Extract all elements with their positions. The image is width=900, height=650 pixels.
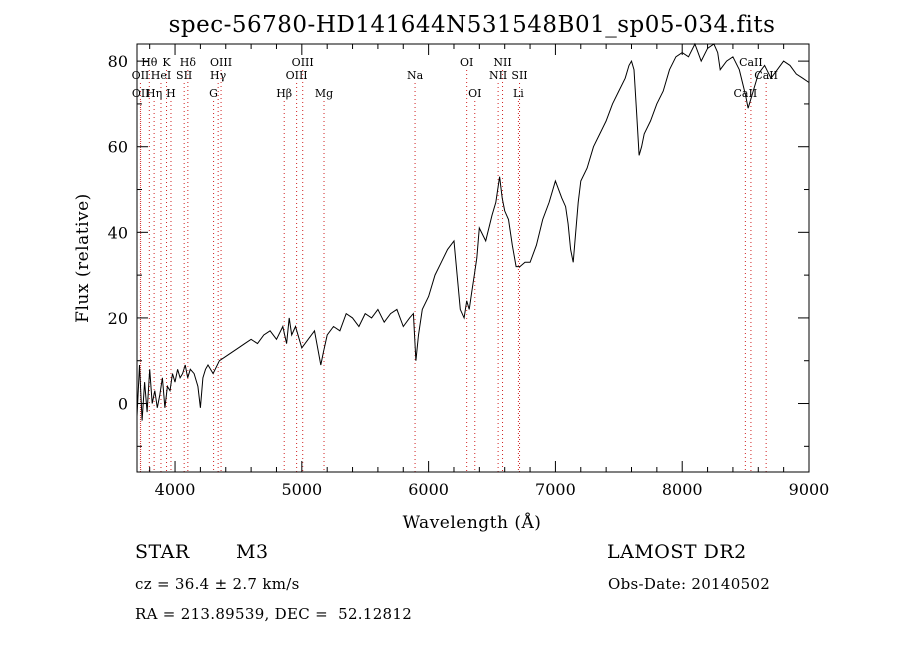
- marker-label: SII: [511, 69, 527, 82]
- y-tick-label: 0: [118, 395, 128, 414]
- marker-label: OII: [132, 87, 150, 100]
- x-tick-label: 7000: [535, 480, 576, 499]
- marker-label: H: [166, 87, 176, 100]
- obs-date-text: Obs-Date: 20140502: [608, 575, 771, 593]
- marker-label: NII: [493, 56, 511, 69]
- y-tick-label: 60: [108, 138, 128, 157]
- marker-label: HeI: [151, 69, 171, 82]
- marker-label: Hθ: [141, 56, 158, 69]
- marker-label: OII: [132, 69, 150, 82]
- marker-label: OIII: [286, 69, 308, 82]
- marker-label: Hη: [146, 87, 162, 100]
- x-tick-label: 5000: [281, 480, 322, 499]
- object-class: STAR: [135, 541, 190, 563]
- redshift-text: cz = 36.4 ± 2.7 km/s: [135, 575, 300, 593]
- object-subclass: M3: [236, 541, 269, 563]
- x-tick-label: 6000: [408, 480, 449, 499]
- x-axis-label: Wavelength (Å): [403, 512, 542, 533]
- marker-label: OIII: [210, 56, 232, 69]
- y-tick-label: 80: [108, 52, 128, 71]
- marker-label: NII: [489, 69, 507, 82]
- marker-label: SII: [176, 69, 192, 82]
- marker-label: Mg: [315, 87, 333, 100]
- marker-label: Hβ: [276, 87, 292, 100]
- x-tick-label: 4000: [155, 480, 196, 499]
- y-axis-label: Flux (relative): [73, 193, 93, 323]
- coordinates-text: RA = 213.89539, DEC = 52.12812: [135, 605, 413, 623]
- marker-label: Hδ: [180, 56, 197, 69]
- marker-label: OIII: [292, 56, 314, 69]
- x-tick-label: 8000: [662, 480, 703, 499]
- spectrum-line: [136, 42, 810, 421]
- marker-label: CaII: [739, 56, 763, 69]
- plot-frame: [136, 43, 810, 473]
- marker-label: Li: [513, 87, 524, 100]
- axes: 4000 5000 6000 7000 8000 9000 0 20 40 60 80: [108, 44, 830, 499]
- y-tick-label: 20: [108, 309, 128, 328]
- spectrum-series: [136, 42, 810, 421]
- marker-label: OI: [460, 56, 473, 69]
- marker-label: OI: [468, 87, 481, 100]
- marker-label: Na: [407, 69, 424, 82]
- y-tick-label: 40: [108, 223, 128, 242]
- marker-label: G: [209, 87, 218, 100]
- marker-label: CaII: [754, 69, 778, 82]
- chart-title: spec-56780-HD141644N531548B01_sp05-034.f…: [169, 12, 776, 38]
- marker-label: K: [162, 56, 171, 69]
- marker-label: Hγ: [210, 69, 227, 82]
- survey-name: LAMOST DR2: [607, 541, 747, 563]
- x-tick-label: 9000: [789, 480, 830, 499]
